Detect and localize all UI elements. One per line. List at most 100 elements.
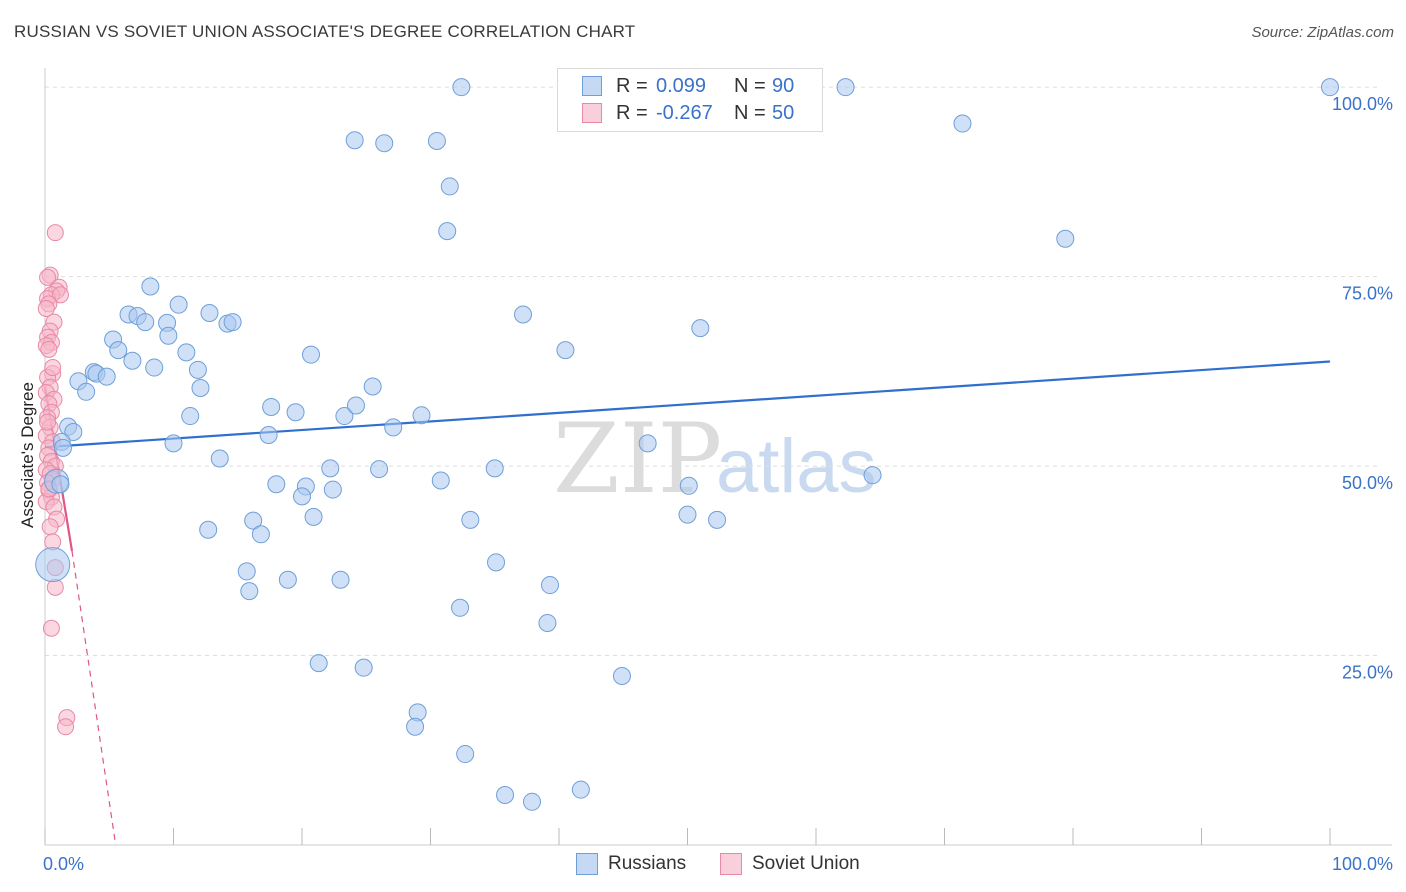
russians-point xyxy=(123,351,142,370)
tick-labels: 25.0% 50.0% 75.0% 100.0% 0.0% 100.0% xyxy=(43,94,1393,874)
russians-point xyxy=(51,475,70,494)
series-label-russians: Russians xyxy=(608,853,687,874)
russians-point xyxy=(259,426,278,445)
russians-point xyxy=(538,613,557,632)
russians-point xyxy=(35,547,71,583)
series-legend-russians: Russians xyxy=(576,852,686,876)
russians-trend-line xyxy=(44,360,1331,449)
legend-r-label: R = xyxy=(616,74,648,97)
russians-point xyxy=(331,570,350,589)
russians-point xyxy=(169,295,188,314)
russians-point xyxy=(321,459,340,478)
russians-point xyxy=(237,562,256,581)
series-label-soviet-union: Soviet Union xyxy=(752,853,860,874)
russians-point xyxy=(440,177,459,196)
russians-point xyxy=(251,525,270,544)
legend-n-value: 50 xyxy=(772,101,795,124)
russians-point xyxy=(412,406,431,425)
soviet-union-point xyxy=(39,268,57,286)
russians-point xyxy=(384,418,403,437)
russians-point xyxy=(64,422,83,441)
russians-point xyxy=(612,667,631,686)
soviet-union-trend-extension xyxy=(71,550,117,846)
series-swatch-russians xyxy=(576,853,598,875)
russians-point xyxy=(188,360,207,379)
source-credit: Source: ZipAtlas.com xyxy=(1251,24,1394,41)
russians-point xyxy=(346,396,365,415)
russians-point xyxy=(1056,229,1075,248)
russians-point xyxy=(244,511,263,530)
russians-point xyxy=(556,341,575,360)
russians-point xyxy=(181,407,200,426)
russians-point xyxy=(354,658,373,677)
russians-point xyxy=(431,471,450,490)
russians-point xyxy=(136,313,155,332)
soviet-union-point xyxy=(51,286,69,304)
russians-point xyxy=(452,78,471,97)
russians-point xyxy=(141,277,160,296)
soviet-union-point xyxy=(37,299,55,317)
russians-point xyxy=(77,382,96,401)
y-tick-label: 25.0% xyxy=(1342,663,1393,683)
russians-point xyxy=(223,313,242,332)
russians-point xyxy=(427,131,446,150)
russians-point xyxy=(487,553,506,572)
russians-point xyxy=(53,438,72,457)
russians-point xyxy=(164,434,183,453)
legend-row-russians: R = 0.099 N = 90 xyxy=(582,74,794,98)
russians-point xyxy=(309,654,328,673)
soviet-union-point xyxy=(42,619,60,637)
russians-point xyxy=(145,358,164,377)
russians-point xyxy=(109,341,128,360)
series-legend-soviet-union: Soviet Union xyxy=(720,852,860,876)
russians-point xyxy=(210,449,229,468)
russians-point xyxy=(370,460,389,479)
soviet-union-point xyxy=(40,340,58,358)
russians-point xyxy=(514,305,533,324)
legend-n-value: 90 xyxy=(772,74,795,97)
legend-n-label: N = xyxy=(734,74,766,97)
watermark-zip: ZIP xyxy=(553,403,722,515)
russians-point xyxy=(301,345,320,364)
soviet-union-point xyxy=(41,518,59,536)
russians-point xyxy=(953,114,972,133)
series-swatch-soviet-union xyxy=(720,853,742,875)
russians-point xyxy=(363,377,382,396)
russians-point xyxy=(293,487,311,506)
russians-point xyxy=(708,510,727,529)
legend-n-label: N = xyxy=(734,101,766,124)
soviet-union-point xyxy=(44,359,62,377)
russians-point xyxy=(97,367,116,386)
russians-point xyxy=(485,459,504,478)
legend-swatch-russians xyxy=(582,76,602,96)
soviet-union-point xyxy=(39,413,57,431)
russians-point xyxy=(1321,78,1339,97)
russians-point xyxy=(541,576,560,595)
russians-point xyxy=(200,303,219,322)
russians-point xyxy=(177,343,196,362)
watermark-atlas: atlas xyxy=(716,424,877,509)
russians-point xyxy=(678,505,697,524)
russians-point xyxy=(335,407,354,426)
russians-point xyxy=(191,379,210,398)
russians-point xyxy=(267,475,286,494)
russians-points xyxy=(35,78,1339,811)
russians-point xyxy=(438,222,457,241)
russians-point xyxy=(262,397,281,416)
y-tick-label: 75.0% xyxy=(1342,284,1393,304)
russians-point xyxy=(863,466,882,485)
russians-point xyxy=(571,780,590,799)
russians-point xyxy=(159,326,178,345)
y-tick-label: 50.0% xyxy=(1342,473,1393,493)
y-tick-label: 100.0% xyxy=(1332,94,1393,114)
zipatlas-watermark: ZIP atlas xyxy=(553,403,877,515)
y-axis-label: Associate's Degree xyxy=(18,382,37,528)
russians-point xyxy=(496,785,515,804)
legend-row-soviet-union: R = -0.267 N = 50 xyxy=(582,101,794,125)
soviet-union-point xyxy=(46,224,64,242)
x-tick-label: 0.0% xyxy=(43,854,84,874)
russians-point xyxy=(456,745,475,764)
legend-r-value: -0.267 xyxy=(656,101,713,124)
russians-point xyxy=(286,403,305,422)
